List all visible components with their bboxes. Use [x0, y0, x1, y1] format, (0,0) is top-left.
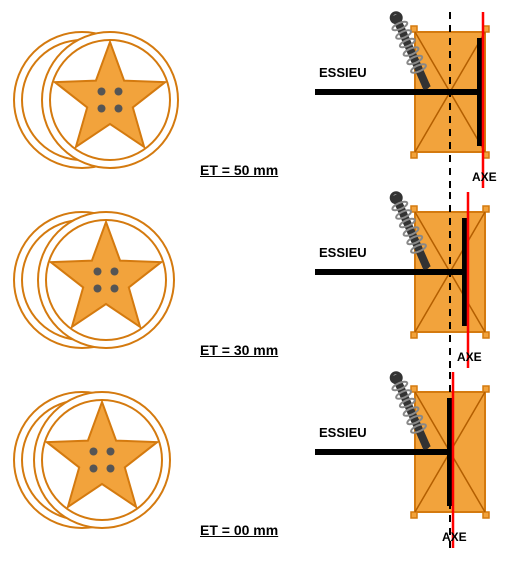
- diagram-row-2: ET = 00 mm ESSIEU AXE: [10, 370, 515, 550]
- et-label: ET = 00 mm: [200, 522, 278, 538]
- wheel-column: [10, 190, 200, 370]
- et-label: ET = 30 mm: [200, 342, 278, 358]
- essieu-label: ESSIEU: [319, 245, 367, 260]
- bolt-hole: [111, 268, 119, 276]
- essieu-label: ESSIEU: [319, 425, 367, 440]
- bolt-hole: [94, 285, 102, 293]
- axe-label: AXE: [442, 530, 467, 544]
- wheel-column: [10, 370, 200, 550]
- label-column: ET = 50 mm: [200, 10, 315, 190]
- label-column: ET = 00 mm: [200, 370, 315, 550]
- wheel-front-view: [10, 190, 200, 370]
- wheel-front-view: [10, 370, 200, 550]
- axe-label: AXE: [472, 170, 497, 184]
- wheel-front-view: [10, 10, 200, 190]
- diagram-row-1: ET = 30 mm ESSIEU AXE: [10, 190, 515, 370]
- bolt-hole: [115, 88, 123, 96]
- cross-section-column: ESSIEU AXE: [315, 10, 515, 190]
- bolt-hole: [98, 105, 106, 113]
- axe-label: AXE: [457, 350, 482, 364]
- bolt-hole: [94, 268, 102, 276]
- cross-section-column: ESSIEU AXE: [315, 190, 515, 370]
- bolt-hole: [107, 448, 115, 456]
- bolt-hole: [115, 105, 123, 113]
- bolt-hole: [90, 465, 98, 473]
- wheel-cross-section: [315, 370, 515, 550]
- wheel-cross-section: [315, 190, 515, 370]
- bolt-hole: [90, 448, 98, 456]
- wheel-column: [10, 10, 200, 190]
- bolt-hole: [111, 285, 119, 293]
- et-label: ET = 50 mm: [200, 162, 278, 178]
- cross-section-column: ESSIEU AXE: [315, 370, 515, 550]
- essieu-label: ESSIEU: [319, 65, 367, 80]
- wheel-cross-section: [315, 10, 515, 190]
- label-column: ET = 30 mm: [200, 190, 315, 370]
- diagram-row-0: ET = 50 mm ESSIEU AXE: [10, 10, 515, 190]
- bolt-hole: [98, 88, 106, 96]
- bolt-hole: [107, 465, 115, 473]
